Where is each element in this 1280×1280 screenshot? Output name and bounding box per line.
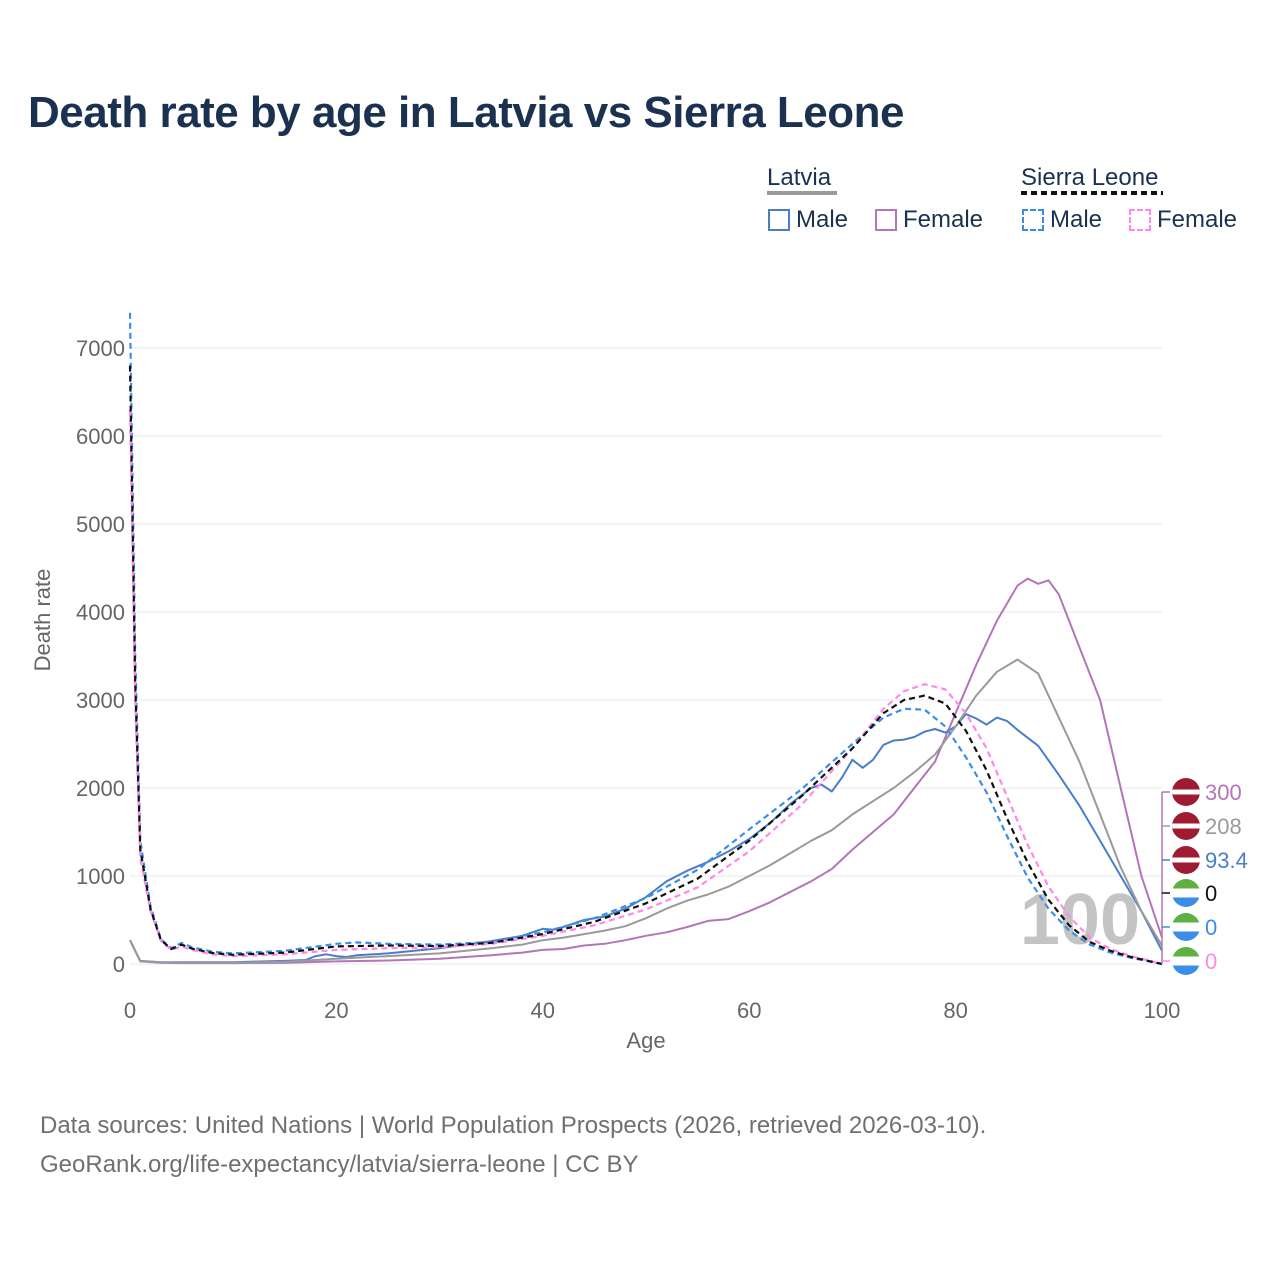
series-line-sierra-leone-male: [128, 312, 1163, 966]
end-value-label: 93.4: [1205, 848, 1248, 873]
latvia-flag-icon: [1172, 778, 1200, 806]
end-value-label: 208: [1205, 814, 1242, 839]
series-line-latvia-female: [129, 577, 1163, 965]
latvia-flag-icon: [1172, 812, 1200, 840]
y-tick-label: 0: [113, 952, 125, 977]
legend-item-latvia-male[interactable]: Male: [768, 206, 848, 234]
series-line-sierra-leone-female: [128, 409, 1163, 966]
latvia-flag-icon: [1172, 846, 1200, 874]
end-value-label: 0: [1205, 949, 1217, 974]
legend-label-latvia-male: Male: [796, 206, 849, 233]
y-tick-label: 5000: [76, 512, 125, 537]
legend-item-latvia-female[interactable]: Female: [875, 206, 983, 234]
legend-swatch-sierra-leone-male: [1022, 209, 1044, 231]
end-value-label: 300: [1205, 780, 1242, 805]
y-tick-label: 1000: [76, 864, 125, 889]
x-axis-label: Age: [626, 1028, 665, 1053]
x-tick-label: 60: [737, 998, 761, 1023]
series-line-latvia-male: [129, 713, 1163, 964]
legend-swatch-sierra-leone-female: [1129, 209, 1151, 231]
legend-group-latvia: Latvia: [767, 164, 832, 191]
legend-label-sierra-leone-female: Female: [1157, 206, 1238, 233]
x-tick-label: 40: [531, 998, 555, 1023]
series-line-latvia-total: [129, 658, 1163, 964]
legend-label-latvia-female: Female: [903, 206, 984, 233]
legend-item-sierra-leone-male[interactable]: Male: [1022, 206, 1102, 234]
y-axis-label: Death rate: [30, 569, 55, 672]
legend-group-sierra-leone: Sierra Leone: [1021, 164, 1159, 191]
y-tick-label: 2000: [76, 776, 125, 801]
legend-swatch-latvia-female: [875, 209, 897, 231]
footer: Data sources: United Nations | World Pop…: [40, 1106, 986, 1184]
x-tick-label: 100: [1144, 998, 1181, 1023]
legend-item-sierra-leone-female[interactable]: Female: [1129, 206, 1237, 234]
y-tick-label: 6000: [76, 424, 125, 449]
series-lines: [128, 312, 1163, 966]
y-tick-label: 4000: [76, 600, 125, 625]
end-value-markers: 300 208 93.4 0 0 0: [1161, 778, 1248, 975]
end-value-label: 0: [1205, 915, 1217, 940]
x-tick-label: 0: [124, 998, 136, 1023]
age-watermark: 100: [1020, 880, 1140, 960]
y-tick-label: 7000: [76, 336, 125, 361]
y-tick-label: 3000: [76, 688, 125, 713]
series-line-sierra-leone-total: [128, 365, 1163, 966]
legend-label-sierra-leone-male: Male: [1050, 206, 1103, 233]
chart-title: Death rate by age in Latvia vs Sierra Le…: [28, 88, 904, 137]
x-tick-label: 20: [324, 998, 348, 1023]
x-axis-ticks: 0 20 40 60 80 100: [124, 998, 1180, 1023]
footer-sources: Data sources: United Nations | World Pop…: [40, 1112, 987, 1139]
footer-link[interactable]: GeoRank.org/life-expectancy/latvia/sierr…: [40, 1151, 639, 1178]
sierra-leone-flag-icon: [1172, 913, 1200, 941]
end-value-label: 0: [1205, 881, 1217, 906]
sierra-leone-flag-icon: [1172, 947, 1200, 975]
grid-lines: [130, 347, 1162, 965]
y-axis-ticks: 0 1000 2000 3000 4000 5000 6000 7000: [76, 336, 125, 977]
legend-swatch-latvia-male: [768, 209, 790, 231]
sierra-leone-flag-icon: [1172, 879, 1200, 907]
x-tick-label: 80: [943, 998, 967, 1023]
